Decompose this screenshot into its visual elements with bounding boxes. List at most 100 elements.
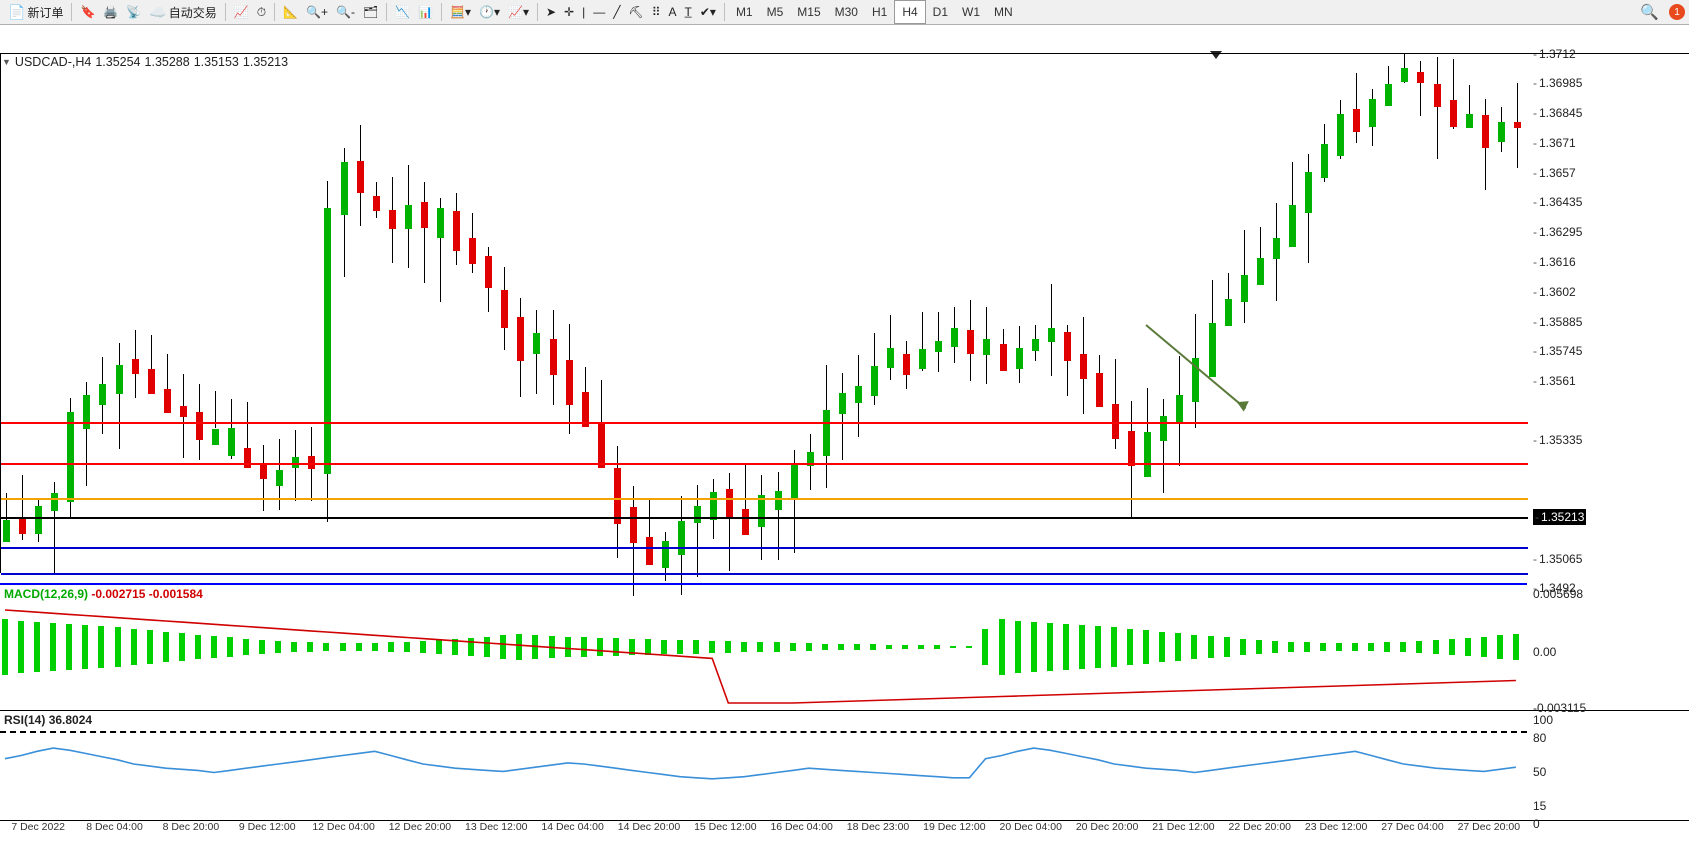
auto-trading-button[interactable]: ☁️ 自动交易 xyxy=(145,0,220,24)
rsi-tick: 50 xyxy=(1533,765,1546,779)
chart-type-button[interactable]: 📈▾ xyxy=(504,0,533,24)
price-tick: 1.3657 xyxy=(1533,166,1576,180)
price-line-5[interactable] xyxy=(1,547,1528,549)
price-line-3[interactable] xyxy=(1,498,1528,500)
date-axis-tick: 13 Dec 12:00 xyxy=(465,821,527,833)
bookmark-icon[interactable]: 🔖 xyxy=(76,0,99,24)
date-axis-tick: 27 Dec 20:00 xyxy=(1458,821,1520,833)
new-order-label: 新订单 xyxy=(27,4,63,21)
axis-scale-icon-1[interactable]: 📉 xyxy=(391,0,414,24)
date-axis-tick: 19 Dec 12:00 xyxy=(923,821,985,833)
rsi-tick: 80 xyxy=(1533,731,1546,745)
crosshair-tool-icon[interactable]: ✛ xyxy=(560,0,578,24)
new-window-icon[interactable]: 📈 xyxy=(230,0,253,24)
date-axis-tick: 21 Dec 12:00 xyxy=(1152,821,1214,833)
date-axis-tick: 23 Dec 12:00 xyxy=(1305,821,1367,833)
rsi-title-text: RSI(14) xyxy=(4,713,45,727)
vertical-line-icon[interactable]: | xyxy=(578,0,589,24)
zoom-out-icon[interactable]: 🔍- xyxy=(332,0,359,24)
tf-m15[interactable]: M15 xyxy=(790,0,827,24)
tf-d1[interactable]: D1 xyxy=(926,0,955,24)
macd-title-label: MACD(12,26,9) -0.002715 -0.001584 xyxy=(4,587,203,601)
rsi-line[interactable] xyxy=(0,711,1527,821)
rsi-tick: 100 xyxy=(1533,713,1553,727)
symbol-info-label: ▼ USDCAD-,H4 1.35254 1.35288 1.35153 1.3… xyxy=(2,55,288,69)
price-tick: 1.35335 xyxy=(1533,433,1582,447)
tf-m5[interactable]: M5 xyxy=(760,0,791,24)
date-axis-tick: 12 Dec 20:00 xyxy=(389,821,451,833)
price-tick: 1.3616 xyxy=(1533,255,1576,269)
candlestick-series[interactable] xyxy=(1,54,1365,573)
chart-area: ▼ USDCAD-,H4 1.35254 1.35288 1.35153 1.3… xyxy=(0,25,1689,863)
timer-button[interactable]: 🕐▾ xyxy=(475,0,504,24)
rsi-title-label: RSI(14) 36.8024 xyxy=(4,713,92,727)
horizontal-line-icon[interactable]: — xyxy=(589,0,609,24)
ohlc-close-value: 1.35213 xyxy=(243,55,288,69)
price-line-2[interactable] xyxy=(1,463,1528,465)
date-axis-tick: 20 Dec 20:00 xyxy=(1076,821,1138,833)
price-tick: 1.3602 xyxy=(1533,285,1576,299)
cursor-tool-icon[interactable]: ➤ xyxy=(542,0,560,24)
tf-h4[interactable]: H4 xyxy=(894,0,925,24)
period-icon[interactable]: ⏱ xyxy=(253,0,270,24)
text-box-icon[interactable]: T̲ xyxy=(681,0,696,24)
connect-icon[interactable]: 📡 xyxy=(122,0,145,24)
new-indicator-button[interactable]: 🧮▾ xyxy=(446,0,475,24)
date-axis-tick: 20 Dec 04:00 xyxy=(999,821,1061,833)
price-tick: 1.36985 xyxy=(1533,76,1582,90)
rsi-tick: 15 xyxy=(1533,799,1546,813)
price-tick-current: 1.35213 xyxy=(1533,509,1586,525)
macd-value1-text: -0.002715 xyxy=(91,587,145,601)
tf-w1[interactable]: W1 xyxy=(955,0,987,24)
ohlc-low-value: 1.35153 xyxy=(194,55,239,69)
macd-signal-line[interactable] xyxy=(0,585,1527,713)
date-axis-tick: 8 Dec 04:00 xyxy=(86,821,143,833)
data-window-icon[interactable]: 🗂 xyxy=(359,0,382,24)
price-tick: 1.3561 xyxy=(1533,374,1576,388)
fib-tool-icon[interactable]: ⛏ xyxy=(624,0,647,24)
object-list-button[interactable]: ✔▾ xyxy=(696,0,720,24)
tf-m30[interactable]: M30 xyxy=(828,0,865,24)
main-toolbar: 📄 新订单 🔖 🖨️ 📡 ☁️ 自动交易 📈 ⏱ 📐 🔍+ 🔍- 🗂 📉 📊 🧮… xyxy=(0,0,1689,25)
symbol-dropdown-arrow[interactable]: ▼ xyxy=(2,57,11,67)
tf-h1[interactable]: H1 xyxy=(865,0,894,24)
price-tick: 1.3671 xyxy=(1533,136,1576,150)
rsi-axis-scale[interactable]: 100 80 50 15 0 xyxy=(1527,711,1689,821)
rsi-value-text: 36.8024 xyxy=(49,713,92,727)
zoom-in-icon[interactable]: 🔍+ xyxy=(302,0,332,24)
price-line-1[interactable] xyxy=(1,422,1528,424)
price-tick: 1.35065 xyxy=(1533,552,1582,566)
date-axis-tick: 12 Dec 04:00 xyxy=(312,821,374,833)
macd-indicator-panel[interactable]: MACD(12,26,9) -0.002715 -0.001584 xyxy=(0,583,1527,711)
axis-scale-icon-2[interactable]: 📊 xyxy=(414,0,437,24)
trendline-icon[interactable]: ╱ xyxy=(609,0,624,24)
macd-axis-scale[interactable]: 0.005698 0.00 -0.003115 xyxy=(1527,583,1689,711)
search-icon[interactable]: 🔍 xyxy=(1636,0,1663,24)
ohlc-open-value: 1.35254 xyxy=(95,55,140,69)
channel-tool-icon[interactable]: ⠿ xyxy=(648,0,665,24)
date-axis-tick: 9 Dec 12:00 xyxy=(239,821,296,833)
price-tick: 1.3712 xyxy=(1533,47,1576,61)
auto-trading-label: 自动交易 xyxy=(169,4,217,21)
price-axis-scale[interactable]: 1.3712 1.36985 1.36845 1.3671 1.3657 1.3… xyxy=(1527,53,1689,573)
text-tool-icon[interactable]: A xyxy=(665,0,681,24)
date-axis-labels[interactable]: 7 Dec 2022 8 Dec 04:00 8 Dec 20:00 9 Dec 12… xyxy=(0,821,1527,839)
print-icon[interactable]: 🖨️ xyxy=(99,0,122,24)
macd-title-text: MACD(12,26,9) xyxy=(4,587,88,601)
macd-tick: 0.00 xyxy=(1533,645,1556,659)
tf-mn[interactable]: MN xyxy=(987,0,1020,24)
tf-m1[interactable]: M1 xyxy=(729,0,760,24)
auto-trading-icon: ☁️ xyxy=(149,4,166,21)
price-chart-panel[interactable] xyxy=(0,53,1527,573)
rsi-indicator-panel[interactable]: RSI(14) 36.8024 xyxy=(0,711,1527,821)
date-axis-tick: 14 Dec 04:00 xyxy=(541,821,603,833)
price-line-6[interactable] xyxy=(1,573,1528,575)
date-axis-tick: 22 Dec 20:00 xyxy=(1229,821,1291,833)
symbol-name-text: USDCAD-,H4 xyxy=(15,55,91,69)
price-tick: 1.35885 xyxy=(1533,315,1582,329)
new-order-button[interactable]: 📄 新订单 xyxy=(4,0,67,24)
price-line-4[interactable] xyxy=(1,517,1528,519)
properties-icon[interactable]: 📐 xyxy=(279,0,302,24)
price-tick: 1.36295 xyxy=(1533,225,1582,239)
notification-badge[interactable]: 1 xyxy=(1669,4,1685,20)
